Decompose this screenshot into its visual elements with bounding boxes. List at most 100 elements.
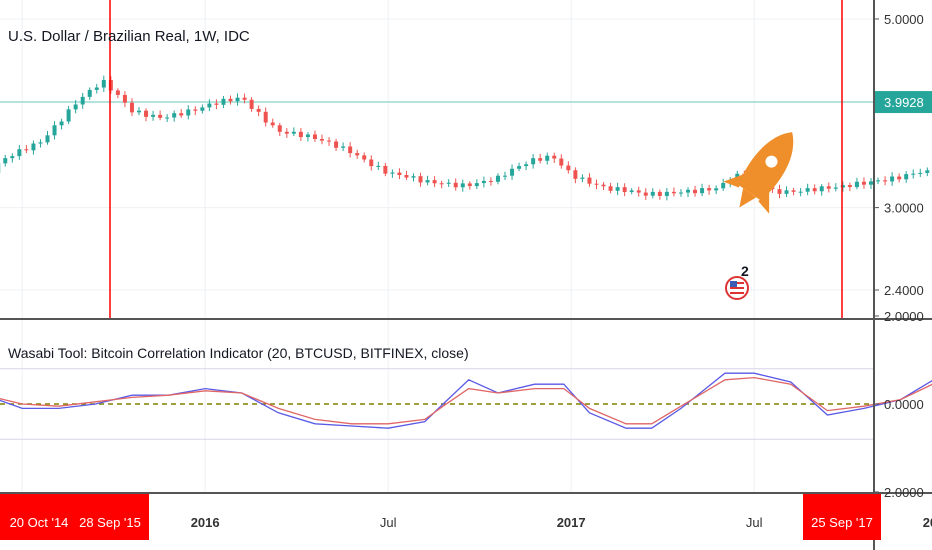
event-marker-badge: [71, 494, 149, 540]
candle-body: [312, 134, 317, 139]
main-chart-title: U.S. Dollar / Brazilian Real, 1W, IDC: [8, 28, 250, 45]
candle-body: [517, 166, 522, 169]
candle-body: [277, 125, 282, 132]
candle-body: [305, 134, 310, 138]
candle-body: [559, 158, 564, 166]
candle-body: [228, 98, 233, 102]
candle-body: [87, 89, 92, 97]
candle-body: [784, 190, 789, 194]
candle-body: [714, 188, 719, 191]
candle-body: [854, 181, 859, 188]
candle-body: [495, 175, 500, 182]
candle-body: [608, 186, 613, 191]
candle-body: [94, 87, 99, 90]
candle-body: [538, 158, 543, 161]
event-marker-label: 20 Oct '14: [10, 515, 69, 530]
candle-body: [615, 187, 620, 191]
rocket-flame: [739, 188, 757, 208]
candle-body: [826, 186, 831, 189]
candle-body: [481, 180, 486, 184]
candle-body: [812, 188, 817, 192]
candle-body: [622, 187, 627, 192]
candle-body: [467, 183, 472, 187]
flag-canton: [730, 281, 737, 287]
rocket-fin-left: [723, 173, 747, 188]
candle-body: [580, 177, 585, 179]
candle-body: [355, 153, 360, 156]
candle-body: [474, 183, 479, 187]
rocket-body: [738, 132, 794, 201]
candle-body: [179, 113, 184, 116]
candle-body: [678, 192, 683, 194]
candle-body: [671, 191, 676, 194]
candle-body: [664, 191, 669, 196]
candle-body: [868, 181, 873, 185]
candle-body: [376, 165, 381, 167]
candle-body: [369, 159, 374, 167]
candle-body: [348, 146, 353, 154]
price-axis-label: 2.4000: [884, 283, 924, 298]
candle-body: [650, 191, 655, 196]
candle-body: [876, 180, 881, 182]
candle-body: [298, 131, 303, 138]
last-price-label: 3.9928: [884, 95, 924, 110]
candle-body: [573, 170, 578, 179]
event-marker-label: 25 Sep '17: [811, 515, 873, 530]
rocket-window: [765, 155, 778, 168]
indicator-series-line-2: [0, 376, 932, 425]
candle-body: [242, 97, 247, 100]
candle-body: [45, 135, 50, 143]
grid-lines: [0, 0, 873, 492]
rocket-icon: [723, 132, 794, 214]
candle-body: [115, 90, 120, 95]
candle-body: [531, 158, 536, 165]
candle-body: [791, 190, 796, 192]
candle-body: [319, 138, 324, 141]
candle-body: [200, 107, 205, 111]
candle-body: [122, 94, 127, 103]
badge-count: 2: [741, 263, 749, 279]
rocket-fin-right: [758, 189, 770, 214]
candle-body: [833, 187, 838, 189]
candle-body: [24, 149, 29, 151]
candle-body: [397, 172, 402, 176]
time-axis-label: Jul: [380, 515, 397, 530]
candle-body: [235, 97, 240, 102]
flag-stripe: [730, 287, 744, 289]
candle-body: [918, 172, 923, 174]
candle-body: [3, 158, 8, 164]
candle-body: [847, 185, 852, 188]
candle-body: [136, 110, 141, 113]
candle-body: [432, 180, 437, 184]
candle-body: [643, 192, 648, 196]
candle-body: [418, 176, 423, 183]
candle-body: [685, 189, 690, 193]
candle-body: [911, 173, 916, 175]
candle-body: [108, 80, 113, 91]
candle-body: [38, 142, 43, 144]
candle-body: [10, 156, 15, 159]
indicator-series-line-1: [0, 372, 932, 429]
candle-body: [897, 176, 902, 180]
candle-body: [693, 189, 698, 194]
candle-body: [158, 114, 163, 118]
candle-body: [66, 109, 71, 122]
candle-body: [383, 165, 388, 174]
time-axis-label: 2016: [191, 515, 220, 530]
candle-body: [31, 143, 36, 151]
candle-body: [411, 176, 416, 178]
candle-body: [59, 121, 64, 126]
candle-body: [502, 175, 507, 177]
candle-body: [601, 184, 606, 187]
candle-body: [341, 146, 346, 148]
candle-body: [214, 103, 219, 105]
candle-body: [657, 191, 662, 196]
candle-body: [186, 109, 191, 116]
candle-body: [861, 181, 866, 185]
candle-body: [629, 190, 634, 192]
candle-body: [291, 131, 296, 134]
candle-body: [707, 188, 712, 191]
candle-body: [390, 172, 395, 174]
